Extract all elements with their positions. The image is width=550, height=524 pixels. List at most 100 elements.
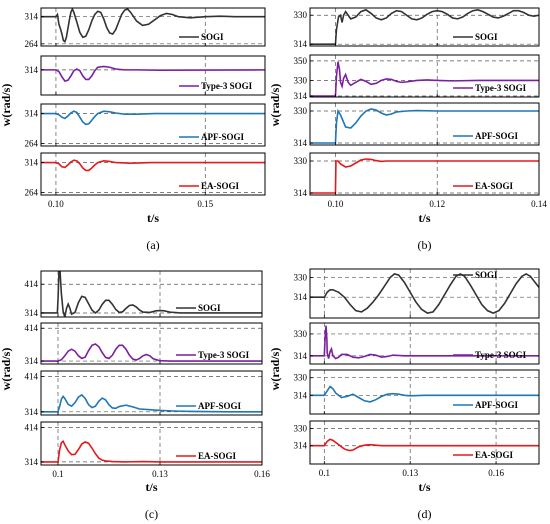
y-tick-label: 314	[294, 351, 308, 361]
series-line	[41, 271, 262, 317]
y-tick-label: 414	[25, 323, 39, 333]
x-tick-label: 0.1	[52, 469, 63, 479]
series-line	[310, 108, 539, 144]
legend-label: SOGI	[201, 32, 224, 42]
y-tick-label: 330	[294, 156, 308, 166]
y-tick-label: 314	[294, 91, 308, 101]
series-line	[41, 393, 262, 413]
chart-d: 314 330 SOGI 314 330 Type-3 SOGI 314 330 APF-SOG…	[268, 268, 540, 521]
y-tick-label: 330	[294, 424, 308, 434]
panel-frame	[40, 152, 266, 196]
panel-type-3-sogi: 314 330 Type-3 SOGI	[294, 322, 540, 365]
legend-label: EA-SOGI	[201, 181, 240, 191]
x-tick-label: 0.10	[328, 199, 344, 209]
panel-frame	[309, 102, 540, 146]
series-line	[41, 440, 262, 463]
x-tick-label: 0.16	[488, 468, 504, 478]
panel-frame	[40, 270, 263, 318]
figure-caption: (a)	[146, 238, 159, 252]
panel-frame	[309, 420, 540, 465]
y-tick-label: 330	[294, 373, 308, 383]
y-tick-label: 314	[294, 138, 308, 148]
y-tick-label: 314	[25, 407, 39, 417]
legend-label: APF-SOGI	[198, 401, 241, 411]
panel-frame	[40, 55, 266, 96]
series-line	[41, 110, 265, 126]
chart-c: 314 414 SOGI 314 414 Type-3 SOGI 314 414 APF-SOG…	[0, 270, 270, 521]
panel-apf-sogi: 314 414 APF-SOGI	[25, 370, 263, 417]
y-tick-label: 314	[25, 356, 39, 366]
panel-apf-sogi: 264 314 APF-SOGI	[25, 103, 266, 149]
x-tick-label: 0.13	[152, 469, 168, 479]
x-tick-label: 0.16	[254, 469, 270, 479]
y-tick-label: 314	[294, 292, 308, 302]
panel-type-3-sogi: 314 Type-3 SOGI	[25, 55, 266, 96]
panel-sogi: 314 330 SOGI	[294, 268, 540, 319]
panel-sogi: 314 414 SOGI	[25, 270, 263, 318]
y-tick-label: 314	[25, 308, 39, 318]
y-tick-label: 330	[294, 329, 308, 339]
series-line	[41, 8, 265, 43]
panel-frame	[40, 322, 263, 365]
x-axis-label: t/s	[419, 480, 431, 494]
y-axis-label: w(rad/s)	[0, 84, 13, 127]
y-tick-label: 264	[25, 39, 39, 49]
legend-label: SOGI	[198, 303, 221, 313]
y-tick-label: 314	[25, 12, 39, 22]
figure-caption: (b)	[418, 238, 432, 252]
x-axis-label: t/s	[147, 211, 159, 225]
y-tick-label: 264	[25, 188, 39, 198]
y-tick-label: 350	[294, 56, 308, 66]
x-tick-label: 0.14	[531, 199, 547, 209]
y-axis-label: w(rad/s)	[0, 348, 13, 391]
x-tick-label: 0.12	[429, 199, 445, 209]
legend-label: EA-SOGI	[475, 450, 514, 460]
legend-label: Type-3 SOGI	[475, 350, 527, 360]
chart-b: 314 330 SOGI 314 330 350 Type-3 SOGI 314 330 APF-…	[268, 7, 547, 252]
y-tick-label: 314	[294, 390, 308, 400]
y-tick-label: 330	[294, 75, 308, 85]
legend-label: SOGI	[475, 270, 498, 280]
y-tick-label: 330	[294, 273, 308, 283]
panel-ea-sogi: 314 414 EA-SOGI	[25, 421, 263, 467]
legend-label: APF-SOGI	[201, 132, 244, 142]
panel-frame	[40, 421, 263, 466]
series-line	[310, 272, 539, 314]
y-axis-label: w(rad/s)	[268, 348, 282, 391]
panel-frame	[40, 103, 266, 147]
y-tick-label: 314	[25, 109, 39, 119]
legend-label: EA-SOGI	[475, 181, 514, 191]
x-tick-label: 0.15	[197, 199, 213, 209]
panel-frame	[309, 268, 540, 319]
panel-sogi: 264 314 SOGI	[25, 7, 266, 49]
x-tick-label: 0.13	[402, 468, 418, 478]
panel-sogi: 314 330 SOGI	[294, 7, 540, 49]
legend-label: SOGI	[475, 32, 498, 42]
legend-label: EA-SOGI	[198, 451, 237, 461]
panel-frame	[40, 7, 266, 47]
y-axis-label: w(rad/s)	[268, 84, 282, 127]
series-line	[310, 325, 539, 360]
legend-label: APF-SOGI	[475, 400, 518, 410]
panel-frame	[309, 54, 540, 98]
panel-frame	[309, 369, 540, 415]
series-line	[310, 8, 539, 45]
series-line	[41, 343, 262, 362]
series-line	[310, 385, 539, 403]
legend-label: Type-3 SOGI	[198, 350, 250, 360]
legend-label: APF-SOGI	[475, 131, 518, 141]
legend-label: Type-3 SOGI	[201, 81, 253, 91]
figure-caption: (d)	[418, 507, 432, 521]
y-tick-label: 314	[25, 65, 39, 75]
y-tick-label: 330	[294, 10, 308, 20]
series-line	[310, 438, 539, 452]
panel-type-3-sogi: 314 330 350 Type-3 SOGI	[294, 54, 540, 101]
y-tick-label: 314	[294, 188, 308, 198]
panel-frame	[309, 152, 540, 196]
figure-caption: (c)	[145, 507, 158, 521]
y-tick-label: 414	[25, 372, 39, 382]
y-tick-label: 264	[25, 139, 39, 149]
y-tick-label: 314	[25, 457, 39, 467]
